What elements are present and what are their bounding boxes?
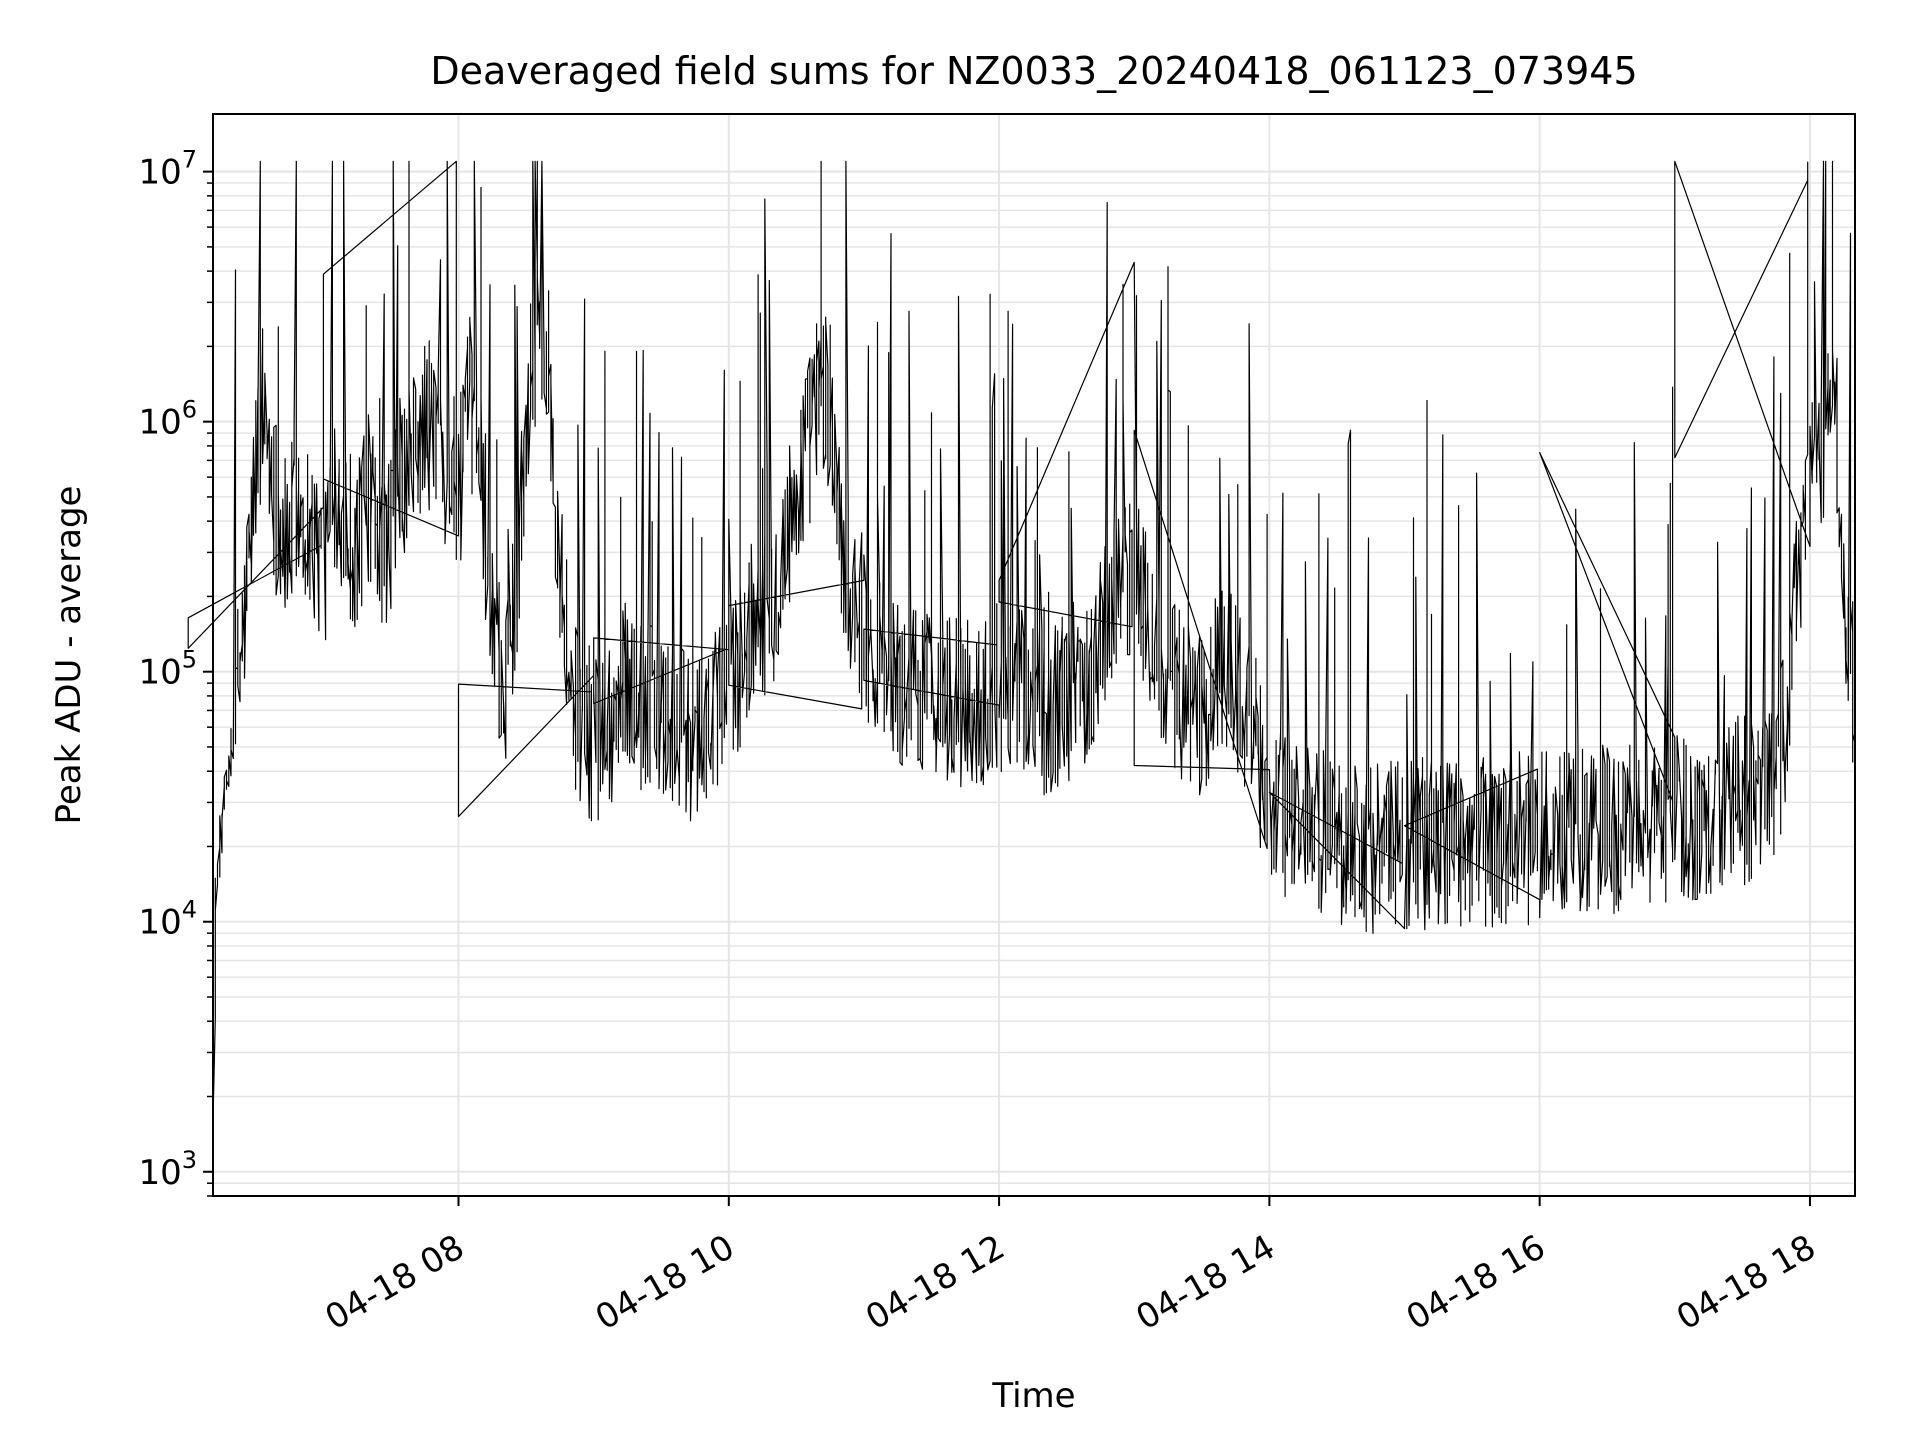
y-axis-ticks: 103 104 105 106 107 [138, 146, 213, 1197]
x-axis-label: Time [991, 1376, 1075, 1416]
x-tick-label: 04-18 16 [1400, 1227, 1552, 1338]
x-tick-label: 04-18 14 [1129, 1227, 1281, 1338]
series-line [187, 160, 1856, 1184]
plot-frame [212, 113, 1856, 1197]
x-tick-label: 04-18 12 [859, 1227, 1011, 1338]
chart-title: Deaveraged field sums for NZ0033_2024041… [430, 49, 1637, 93]
series [187, 160, 1856, 1184]
y-tick-label: 107 [138, 146, 197, 193]
x-axis-ticks: 04-18 08 04-18 10 04-18 12 04-18 14 04-18 16… [319, 1196, 1822, 1338]
y-tick-label: 106 [138, 396, 197, 443]
x-tick-label: 04-18 18 [1670, 1227, 1822, 1338]
x-tick-label: 04-18 08 [319, 1227, 471, 1338]
y-axis-label: Peak ADU - average [49, 486, 89, 825]
grid [213, 114, 1855, 1197]
y-tick-label: 105 [138, 646, 197, 693]
y-tick-label: 103 [138, 1146, 197, 1193]
y-tick-label: 104 [138, 896, 197, 943]
x-tick-label: 04-18 10 [589, 1227, 741, 1338]
